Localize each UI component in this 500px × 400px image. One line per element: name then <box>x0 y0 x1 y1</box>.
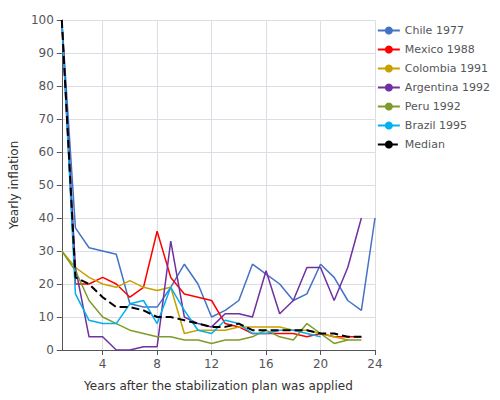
svg-text:Colombia 1991: Colombia 1991 <box>405 62 488 75</box>
svg-text:12: 12 <box>204 357 219 371</box>
svg-text:30: 30 <box>39 244 54 258</box>
svg-text:4: 4 <box>99 357 107 371</box>
svg-text:10: 10 <box>39 310 54 324</box>
svg-text:90: 90 <box>39 46 54 60</box>
svg-text:0: 0 <box>46 343 54 357</box>
svg-text:24: 24 <box>367 357 382 371</box>
svg-text:Brazil 1995: Brazil 1995 <box>405 119 467 132</box>
svg-text:Argentina 1992: Argentina 1992 <box>405 81 490 94</box>
svg-text:40: 40 <box>39 211 54 225</box>
svg-text:20: 20 <box>39 277 54 291</box>
svg-text:Peru 1992: Peru 1992 <box>405 100 461 113</box>
svg-text:60: 60 <box>39 145 54 159</box>
svg-text:Yearly inflation: Yearly inflation <box>7 141 21 231</box>
svg-text:16: 16 <box>258 357 273 371</box>
svg-text:80: 80 <box>39 79 54 93</box>
svg-text:100: 100 <box>31 13 54 27</box>
svg-text:Mexico 1988: Mexico 1988 <box>405 43 475 56</box>
svg-text:Chile 1977: Chile 1977 <box>405 24 464 37</box>
svg-text:8: 8 <box>153 357 161 371</box>
svg-text:Years after the stabilization: Years after the stabilization plan was a… <box>83 379 353 393</box>
svg-text:20: 20 <box>313 357 328 371</box>
svg-text:Median: Median <box>405 138 445 151</box>
svg-text:50: 50 <box>39 178 54 192</box>
svg-text:70: 70 <box>39 112 54 126</box>
